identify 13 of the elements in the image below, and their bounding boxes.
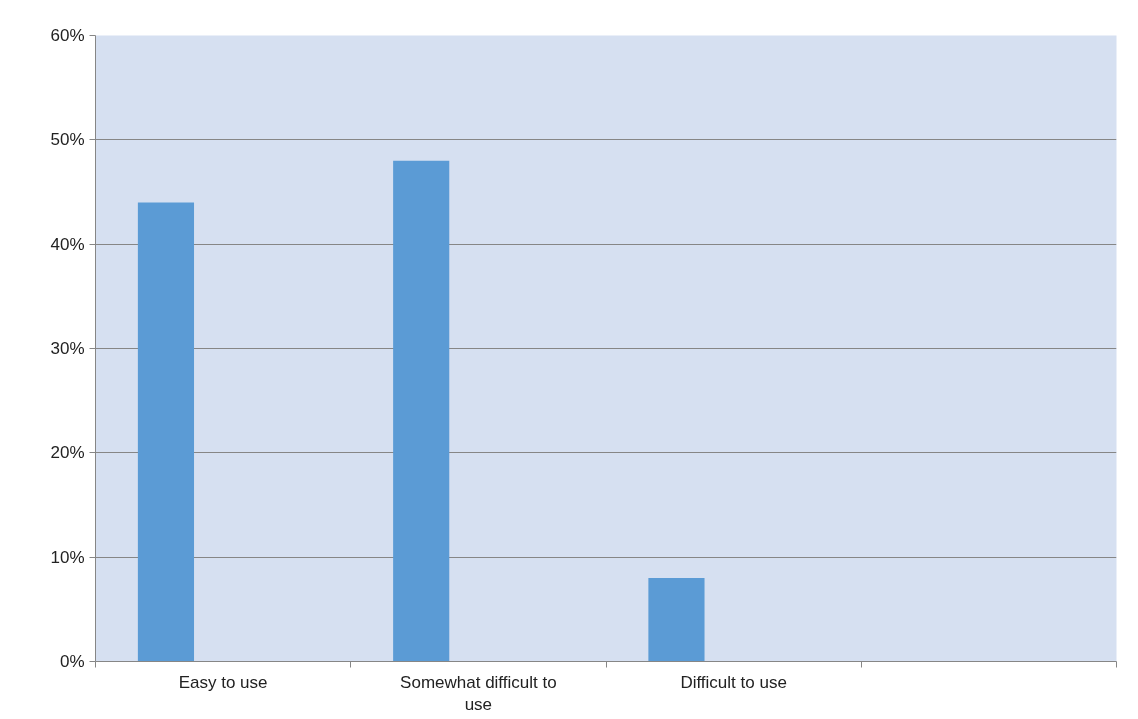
y-tick-label: 50%	[50, 130, 85, 150]
y-tick-label: 40%	[50, 234, 85, 254]
bar	[648, 578, 705, 662]
x-tick-label: Difficult to use	[680, 672, 787, 692]
x-tick-label: Somewhat difficult to use	[400, 672, 557, 715]
bar	[393, 160, 450, 662]
x-tick-label: Easy to use	[178, 672, 268, 692]
y-tick-label: 0%	[59, 652, 85, 671]
y-tick-label: 10%	[50, 547, 85, 567]
y-tick-label: 60%	[50, 26, 85, 45]
y-tick-label: 20%	[50, 443, 85, 463]
y-tick-label: 30%	[50, 339, 85, 358]
bar	[137, 202, 195, 662]
